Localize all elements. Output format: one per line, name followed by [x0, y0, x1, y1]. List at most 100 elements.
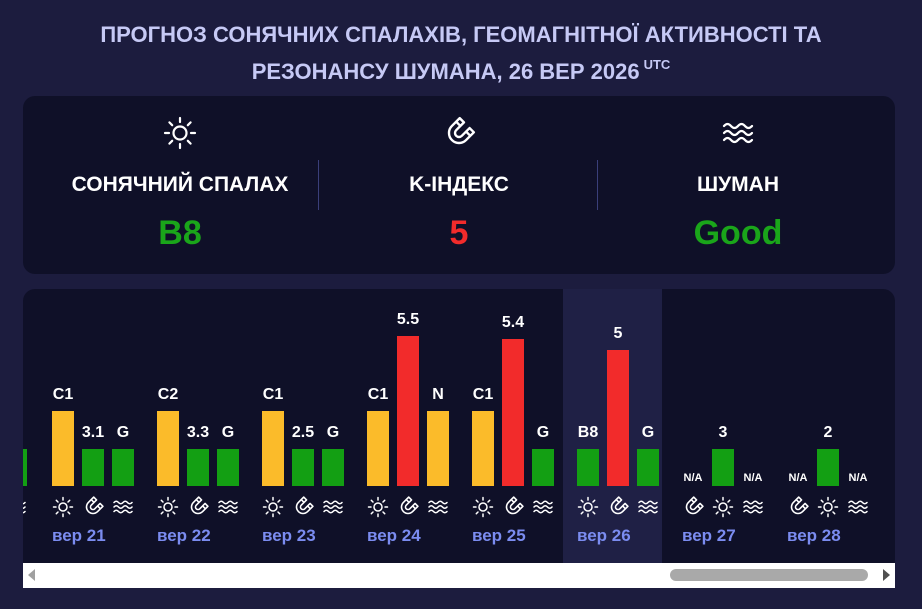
kindex-value-label: 2.5 — [291, 424, 315, 441]
kindex-bar — [82, 449, 104, 486]
flare-bar — [157, 411, 179, 486]
scroll-right-arrow-icon[interactable] — [883, 569, 890, 581]
day-label: вер 22 — [157, 526, 211, 545]
waves-icon — [848, 500, 868, 514]
kindex-value-label: 5 — [23, 415, 36, 433]
kindex-value-label: 5 — [613, 325, 623, 342]
magnet-icon — [505, 496, 524, 515]
kindex-value-label: 3 — [718, 424, 728, 441]
title-line-2-text: РЕЗОНАНСУ ШУМАНА, 26 ВЕР 2026 — [251, 59, 640, 84]
waves-icon — [218, 500, 238, 514]
sun-icon — [817, 496, 839, 518]
flare-value-label: C1 — [52, 386, 74, 403]
flare-value: B8 — [158, 214, 202, 252]
schumann-bar — [112, 449, 134, 486]
kindex-value: 5 — [449, 214, 469, 252]
flare-value-label: C1 — [262, 386, 284, 403]
flare-value-label: N/A — [683, 472, 703, 484]
sun-icon — [262, 496, 284, 518]
schumann-bar — [532, 449, 554, 486]
flare-bar — [577, 449, 599, 486]
flare-bar — [367, 411, 389, 486]
schumann-value-label: G — [221, 424, 235, 441]
sun-icon — [163, 116, 197, 150]
flare-value-label: B8 — [577, 424, 599, 441]
schumann-bar — [637, 449, 659, 486]
page-title: ПРОГНОЗ СОНЯЧНИХ СПАЛАХІВ, ГЕОМАГНІТНОЇ … — [0, 20, 922, 87]
waves-icon — [323, 500, 343, 514]
utc-label: UTC — [643, 57, 671, 72]
kindex-value-label: 5.4 — [501, 314, 525, 331]
title-line-1: ПРОГНОЗ СОНЯЧНИХ СПАЛАХІВ, ГЕОМАГНІТНОЇ … — [100, 22, 822, 47]
day-label: вер 23 — [262, 526, 316, 545]
schumann-value-label: G — [326, 424, 340, 441]
waves-icon — [428, 500, 448, 514]
flare-value-label: C1 — [472, 386, 494, 403]
sun-icon — [577, 496, 599, 518]
kindex-value-label: 3.1 — [81, 424, 105, 441]
current-summary-panel: СОНЯЧНИЙ СПАЛАХ B8 K-ІНДЕКС 5 ШУМАН Good — [23, 96, 895, 274]
kindex-value-label: 3.3 — [186, 424, 210, 441]
divider — [597, 160, 598, 210]
magnet-icon — [447, 116, 476, 145]
flare-summary: СОНЯЧНИЙ СПАЛАХ B8 — [40, 96, 320, 274]
waves-icon — [638, 500, 658, 514]
kindex-bar — [817, 449, 839, 486]
day-label: вер 26 — [577, 526, 631, 545]
kindex-summary: K-ІНДЕКС 5 — [319, 96, 599, 274]
magnet-icon — [790, 496, 809, 515]
flare-value-label: N/A — [788, 472, 808, 484]
kindex-bar — [502, 339, 524, 486]
schumann-value: Good — [693, 214, 783, 252]
waves-icon — [23, 501, 26, 514]
kindex-value-label: 2 — [823, 424, 833, 441]
flare-bar — [52, 411, 74, 486]
schumann-value-label: N — [432, 386, 444, 403]
magnet-icon — [85, 496, 104, 515]
kindex-bar — [712, 449, 734, 486]
magnet-icon — [610, 496, 629, 515]
schumann-summary: ШУМАН Good — [598, 96, 878, 274]
sun-icon — [472, 496, 494, 518]
horizontal-scrollbar[interactable] — [23, 563, 895, 588]
kindex-bar — [292, 449, 314, 486]
flare-value-label: C1 — [367, 386, 389, 403]
waves-icon — [743, 500, 763, 514]
flare-bar — [262, 411, 284, 486]
waves-icon — [533, 500, 553, 514]
sun-icon — [367, 496, 389, 518]
day-label: вер 25 — [472, 526, 526, 545]
kindex-bar — [187, 449, 209, 486]
magnet-icon — [190, 496, 209, 515]
divider — [318, 160, 319, 210]
day-label: вер 21 — [52, 526, 106, 545]
kindex-value-label: 5.5 — [396, 311, 420, 328]
kindex-bar — [397, 336, 419, 486]
schumann-bar — [217, 449, 239, 486]
flare-bar — [472, 411, 494, 486]
magnet-icon — [400, 496, 419, 515]
schumann-value-label: G — [116, 424, 130, 441]
sun-icon — [157, 496, 179, 518]
scrollbar-thumb[interactable] — [670, 569, 868, 581]
waves-icon — [113, 500, 133, 514]
magnet-icon — [685, 496, 704, 515]
schumann-label: ШУМАН — [697, 173, 779, 196]
waves-icon — [722, 122, 754, 144]
schumann-value-label: N/A — [848, 472, 868, 484]
schumann-bar — [322, 449, 344, 486]
schumann-value-label: G — [641, 424, 655, 441]
day-label: вер 24 — [367, 526, 421, 545]
flare-value-label: C2 — [157, 386, 179, 403]
schumann-value-label: G — [536, 424, 550, 441]
sun-icon — [52, 496, 74, 518]
kindex-bar — [23, 449, 27, 486]
schumann-bar — [427, 411, 449, 486]
schumann-value-label: N/A — [743, 472, 763, 484]
day-label: вер 27 — [682, 526, 736, 545]
magnet-icon — [295, 496, 314, 515]
scroll-left-arrow-icon[interactable] — [28, 569, 35, 581]
kindex-label: K-ІНДЕКС — [409, 173, 509, 196]
day-label: вер 28 — [787, 526, 841, 545]
